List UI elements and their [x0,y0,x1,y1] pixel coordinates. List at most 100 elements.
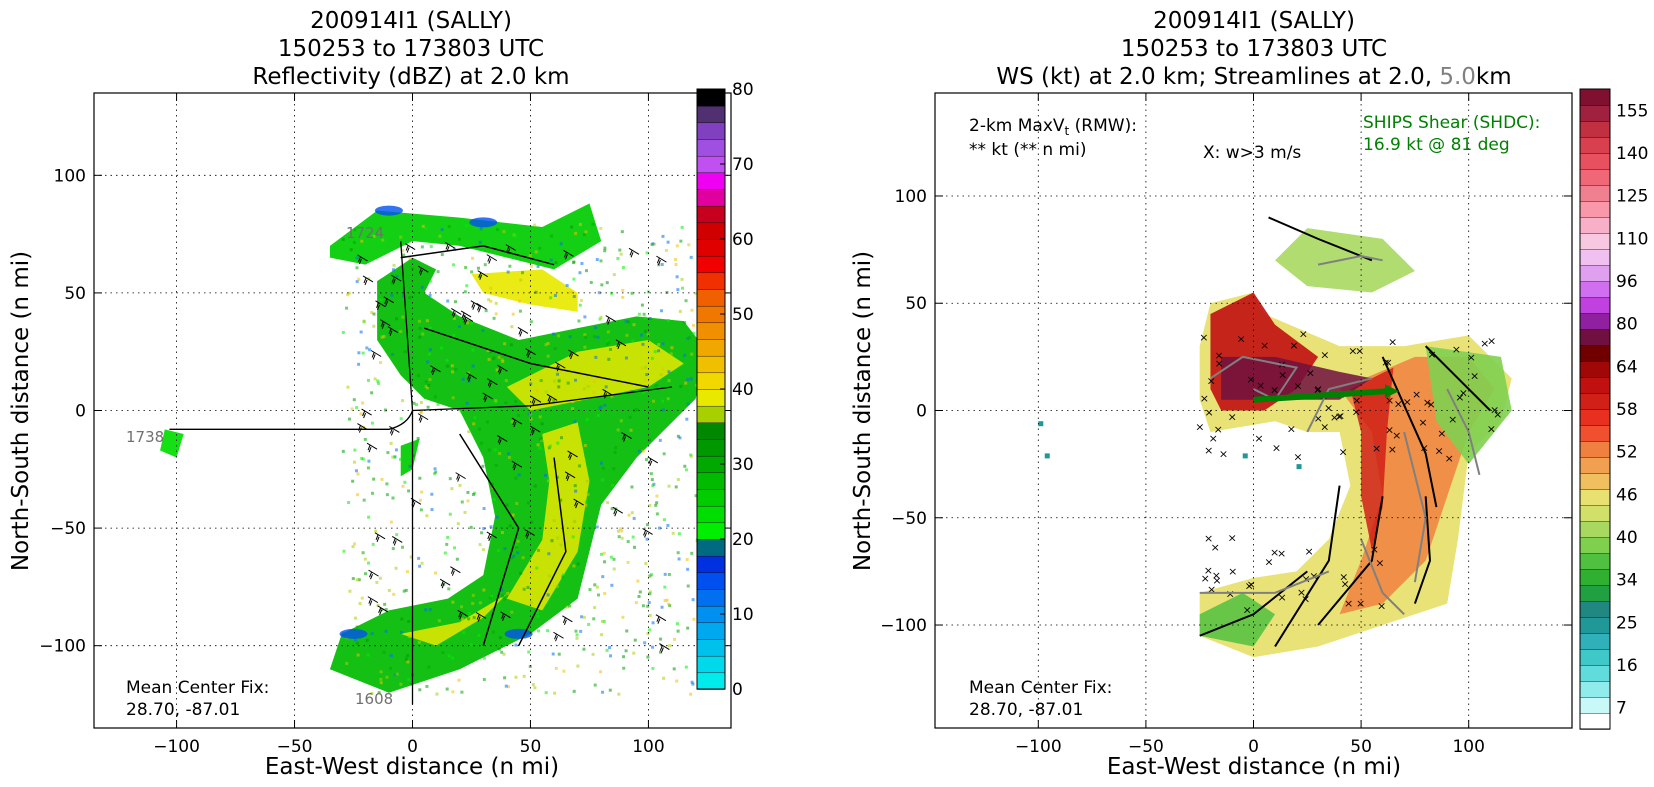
updraft-marker: × [1490,404,1499,417]
reflectivity-pixel [345,661,349,665]
reflectivity-pixel [418,498,422,502]
reflectivity-pixel [460,500,464,504]
reflectivity-pixel [692,331,696,335]
colorbar-swatch [1579,104,1611,122]
right-title-line2: 150253 to 173803 UTC [1121,36,1387,62]
reflectivity-pixel [503,597,507,601]
reflectivity-pixel [546,354,550,358]
updraft-marker: × [1487,423,1496,436]
reflectivity-pixel [618,248,622,252]
left-xtick-label: −50 [277,737,313,757]
colorbar-swatch [696,188,726,207]
reflectivity-pixel [346,293,350,297]
wind-barb [389,425,400,436]
reflectivity-pixel [527,650,531,654]
updraft-marker: × [1199,331,1208,344]
reflectivity-pixel [472,422,476,426]
reflectivity-pixel [684,299,688,303]
updraft-marker: × [1487,334,1496,347]
reflectivity-pixel [633,638,637,642]
reflectivity-pixel [662,676,666,680]
reflectivity-pixel [510,610,514,614]
updraft-marker: × [1243,603,1252,616]
reflectivity-pixel [661,234,665,238]
reflectivity-pixel [552,332,556,336]
reflectivity-pixel [526,585,530,589]
reflectivity-pixel [676,477,680,481]
colorbar-swatch [1579,392,1611,410]
reflectivity-pixel [636,579,640,583]
reflectivity-fringe [469,217,498,228]
reflectivity-pixel [583,443,587,447]
reflectivity-pixel [471,256,475,260]
reflectivity-pixel [572,294,576,298]
wind-barb [529,425,541,436]
reflectivity-pixel [408,296,412,300]
reflectivity-pixel [538,415,542,419]
reflectivity-pixel [387,588,391,592]
reflectivity-pixel [489,286,493,290]
reflectivity-pixel [381,238,385,242]
wind-barb [602,388,613,399]
colorbar-swatch [1579,312,1611,330]
updraft-marker: × [1459,387,1468,400]
reflectivity-pixel [694,291,698,295]
updraft-marker: × [1423,396,1432,409]
colorbar-swatch [1579,568,1611,586]
reflectivity-pixel [483,263,487,267]
reflectivity-pixel [492,356,496,360]
reflectivity-pixel [686,378,690,382]
reflectivity-pixel [460,605,464,609]
reflectivity-pixel [672,667,676,671]
reflectivity-pixel [355,256,359,260]
reflectivity-pixel [625,629,629,633]
reflectivity-pixel [445,542,449,546]
reflectivity-pixel [450,487,454,491]
reflectivity-pixel [578,303,582,307]
updraft-marker: × [1200,392,1209,405]
reflectivity-pixel [635,408,639,412]
reflectivity-pixel [592,380,596,384]
reflectivity-core [400,593,507,646]
reflectivity-pixel [593,683,597,687]
reflectivity-pixel [607,357,611,361]
reflectivity-pixel [677,557,681,561]
updraft-marker: × [1270,546,1279,559]
reflectivity-pixel [529,417,533,421]
reflectivity-pixel [457,325,461,329]
reflectivity-pixel [356,653,360,657]
colorbar-swatch [696,588,726,607]
wind-barb [460,310,472,321]
reflectivity-pixel [644,458,648,462]
track-label-1608: 1608 [355,690,393,708]
reflectivity-pixel [572,564,576,568]
reflectivity-pixel [454,367,458,371]
reflectivity-pixel [490,482,494,486]
reflectivity-pixel [385,493,389,497]
maxvt-text: 2-km MaxV [969,116,1065,136]
reflectivity-pixel [478,601,482,605]
reflectivity-pixel [497,355,501,359]
reflectivity-pixel [476,266,480,270]
reflectivity-pixel [553,691,557,695]
reflectivity-pixel [571,535,575,539]
colorbar-tick-label: 46 [1616,485,1638,505]
updraft-marker: × [1314,412,1323,425]
shear-line1: SHIPS Shear (SHDC): [1363,113,1540,133]
reflectivity-pixel [451,656,455,660]
reflectivity-pixel [594,355,598,359]
reflectivity-pixel [355,641,359,645]
updraft-marker: × [1403,395,1412,408]
right-xtick-label: 100 [1452,737,1484,757]
right-ytick-label: 100 [895,187,927,207]
left-xtick-label: 0 [407,737,418,757]
colorbar-swatch [696,438,726,457]
reflectivity-pixel [352,398,356,402]
reflectivity-pixel [611,483,615,487]
colorbar-swatch [696,555,726,574]
reflectivity-pixel [467,430,471,434]
reflectivity-pixel [517,299,521,303]
reflectivity-pixel [665,290,669,294]
reflectivity-pixel [374,529,378,533]
